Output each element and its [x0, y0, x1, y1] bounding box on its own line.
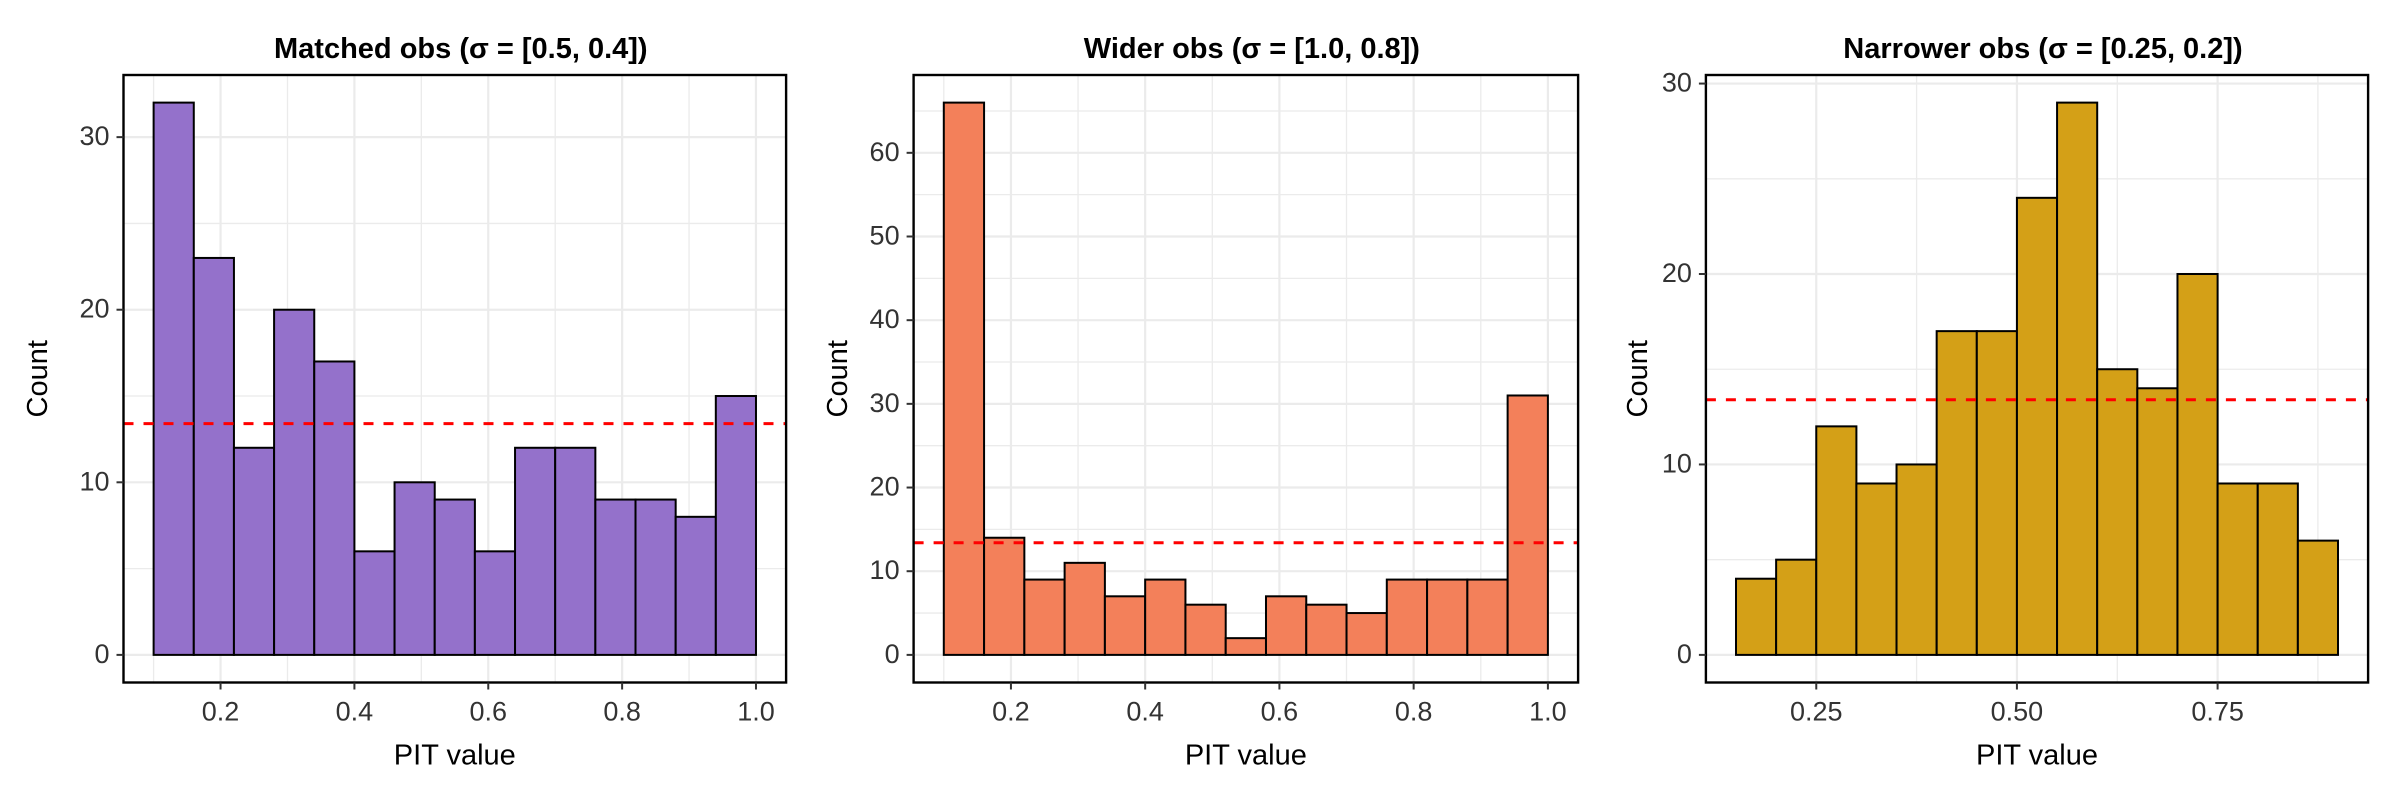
- svg-text:30: 30: [79, 121, 109, 151]
- svg-text:10: 10: [870, 555, 900, 585]
- svg-text:0.4: 0.4: [336, 697, 374, 727]
- svg-text:60: 60: [870, 137, 900, 167]
- svg-text:0.4: 0.4: [1126, 697, 1164, 727]
- svg-text:1.0: 1.0: [737, 697, 775, 727]
- svg-text:0.75: 0.75: [2191, 697, 2244, 727]
- svg-text:Matched obs (σ = [0.5, 0.4]): Matched obs (σ = [0.5, 0.4]): [274, 33, 648, 65]
- svg-text:PIT value: PIT value: [394, 740, 516, 772]
- svg-text:0.2: 0.2: [202, 697, 240, 727]
- svg-text:Count: Count: [822, 340, 854, 417]
- svg-text:Narrower obs (σ = [0.25, 0.2]): Narrower obs (σ = [0.25, 0.2]): [1843, 33, 2242, 65]
- svg-text:0: 0: [94, 639, 109, 669]
- svg-text:50: 50: [870, 221, 900, 251]
- svg-text:20: 20: [1662, 258, 1692, 288]
- svg-text:0.8: 0.8: [1395, 697, 1433, 727]
- svg-text:PIT value: PIT value: [1976, 740, 2098, 772]
- svg-text:1.0: 1.0: [1529, 697, 1567, 727]
- svg-text:40: 40: [870, 304, 900, 334]
- svg-text:30: 30: [1662, 68, 1692, 98]
- svg-text:0.50: 0.50: [1991, 697, 2044, 727]
- svg-text:0.25: 0.25: [1790, 697, 1843, 727]
- svg-text:30: 30: [870, 388, 900, 418]
- svg-text:Wider obs (σ = [1.0, 0.8]): Wider obs (σ = [1.0, 0.8]): [1084, 33, 1420, 65]
- svg-text:0: 0: [885, 639, 900, 669]
- svg-text:0.6: 0.6: [1261, 697, 1299, 727]
- svg-text:0.6: 0.6: [469, 697, 507, 727]
- svg-text:20: 20: [79, 294, 109, 324]
- svg-text:10: 10: [79, 466, 109, 496]
- svg-text:20: 20: [870, 472, 900, 502]
- svg-text:0.2: 0.2: [992, 697, 1030, 727]
- svg-text:0.8: 0.8: [603, 697, 641, 727]
- svg-text:0: 0: [1677, 639, 1692, 669]
- svg-text:Count: Count: [1622, 340, 1654, 417]
- svg-text:Count: Count: [22, 340, 54, 417]
- svg-text:PIT value: PIT value: [1185, 740, 1307, 772]
- svg-text:10: 10: [1662, 448, 1692, 478]
